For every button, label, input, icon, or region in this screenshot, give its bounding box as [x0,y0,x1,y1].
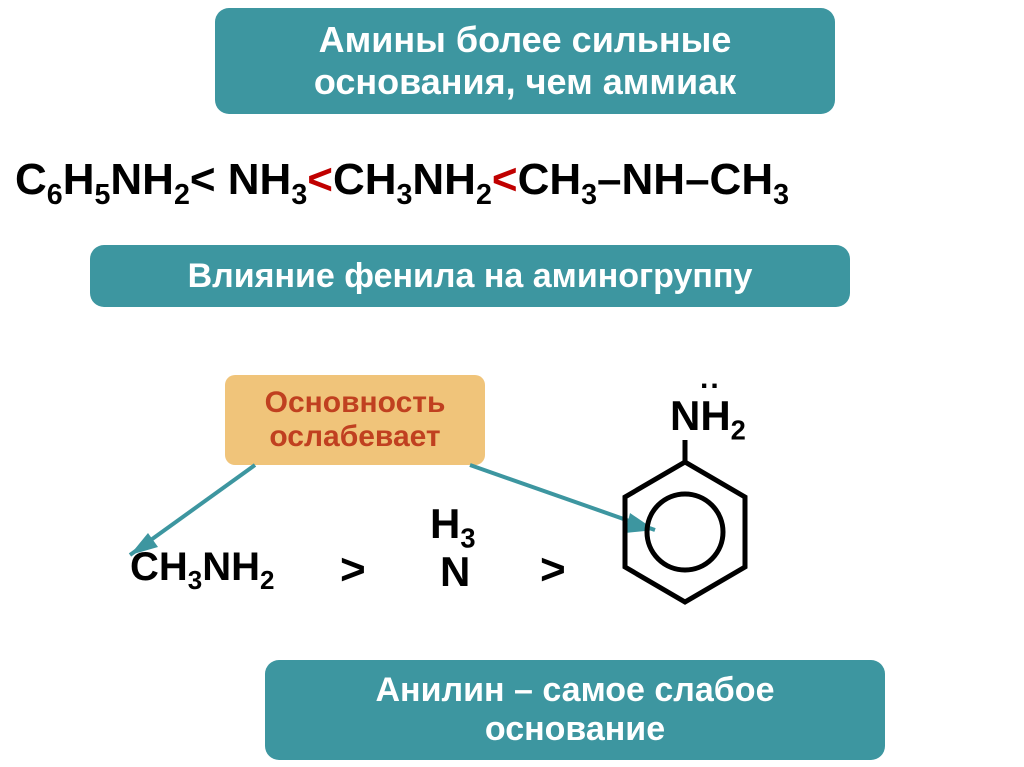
basicity-box: Основность ослабевает [225,375,485,465]
formula-h3: H3 [430,500,476,554]
formula-ch3nh2: CH3NH2 [130,545,275,596]
gt-2: > [540,545,566,595]
basicity-line1: Основность [265,386,446,420]
banner-aniline: Анилин – самое слабое основание [265,660,885,760]
banner-top-line1: Амины более сильные [314,19,736,61]
banner-aniline-line2: основание [376,710,775,749]
banner-top-line2: основания, чем аммиак [314,61,736,103]
basicity-line2: ослабевает [265,420,446,454]
basicity-inequality: C6H5NH2< NH3<CH3NH2<CH3–NH–CH3 [15,155,789,212]
banner-phenyl: Влияние фенила на аминогруппу [90,245,850,307]
formula-nh2: NH2 [670,392,746,446]
gt-1: > [340,545,366,595]
banner-aniline-line1: Анилин – самое слабое [376,671,775,710]
nh2-dots: .. [700,362,721,396]
banner-phenyl-text: Влияние фенила на аминогруппу [188,257,753,296]
formula-n: N [440,548,470,596]
benzene-ring-icon [600,440,770,620]
banner-top: Амины более сильные основания, чем аммиа… [215,8,835,114]
